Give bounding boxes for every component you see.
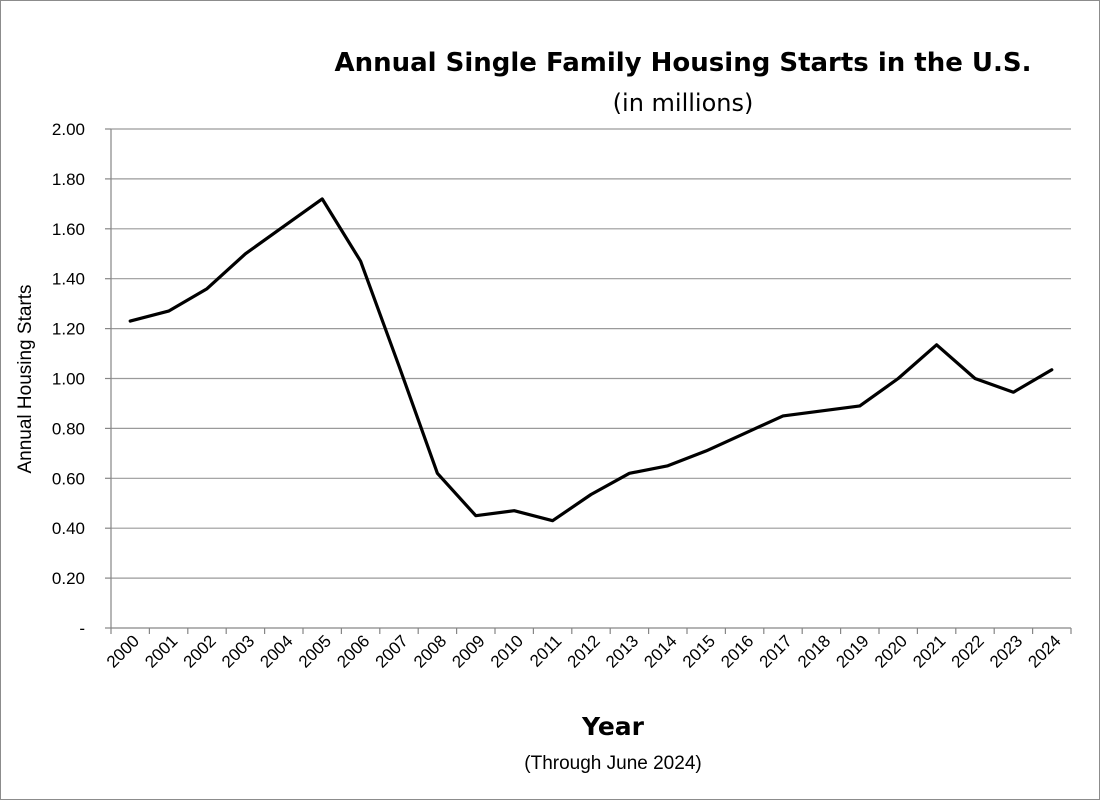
x-axis-label: Year [581, 712, 645, 741]
x-tick-label: 2000 [103, 631, 143, 671]
x-tick-label: 2008 [410, 631, 450, 671]
x-tick-label: 2014 [640, 631, 680, 671]
x-tick-label: 2023 [986, 631, 1026, 671]
x-tick-label: 2018 [794, 631, 834, 671]
x-tick-label: 2009 [448, 631, 488, 671]
gridlines [111, 128, 1071, 579]
series-line [128, 197, 1054, 523]
y-tick-label: 1.20 [52, 320, 85, 339]
x-tick-label: 2010 [487, 631, 527, 671]
x-tick-label: 2013 [602, 631, 642, 671]
y-tick-label: 0.20 [52, 569, 85, 588]
x-tick-label: 2012 [564, 631, 604, 671]
x-tick-label: 2017 [756, 631, 796, 671]
x-tick-label: 2002 [180, 631, 220, 671]
y-tick-label: - [79, 619, 85, 638]
y-tick-label: 0.60 [52, 469, 85, 488]
y-tick-labels: - 0.20 0.40 0.60 0.80 1.00 1.20 1.40 1.60 1.80 2.0… [52, 120, 85, 638]
y-tick-label: 1.00 [52, 370, 85, 389]
y-tick-label: 1.60 [52, 220, 85, 239]
x-tick-label: 2006 [333, 631, 373, 671]
x-tick-label: 2016 [717, 631, 757, 671]
axes [105, 128, 1072, 634]
x-tick-label: 2024 [1024, 631, 1064, 671]
x-tick-label: 2003 [218, 631, 258, 671]
y-tick-label: 0.80 [52, 419, 85, 438]
y-axis-label: Annual Housing Starts [15, 284, 36, 473]
x-tick-label: 2020 [871, 631, 911, 671]
x-tick-label: 2021 [909, 631, 949, 671]
x-tick-labels: 2000200120022003200420052006200720082009… [103, 631, 1065, 671]
x-tick-label: 2005 [295, 631, 335, 671]
x-tick-label: 2001 [141, 631, 181, 671]
y-tick-label: 0.40 [52, 519, 85, 538]
chart-title: Annual Single Family Housing Starts in t… [334, 48, 1031, 78]
y-tick-label: 1.40 [52, 270, 85, 289]
x-tick-label: 2019 [832, 631, 872, 671]
through-note: (Through June 2024) [524, 753, 701, 774]
x-tick-label: 2004 [256, 631, 296, 671]
x-tick-label: 2022 [948, 631, 988, 671]
x-tick-label: 2007 [372, 631, 412, 671]
x-tick-label: 2015 [679, 631, 719, 671]
chart-subtitle: (in millions) [613, 89, 754, 117]
series [128, 197, 1054, 523]
x-tick-label: 2011 [526, 631, 565, 670]
y-tick-label: 1.80 [52, 170, 85, 189]
y-tick-label: 2.00 [52, 120, 85, 139]
